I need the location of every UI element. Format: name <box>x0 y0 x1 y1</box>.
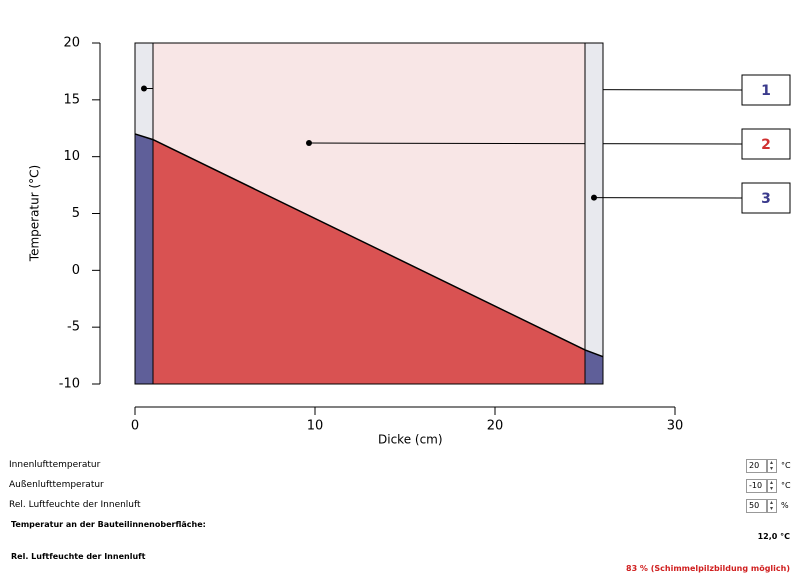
leader-line <box>308 142 743 145</box>
input-field[interactable]: 50 <box>746 499 768 513</box>
y-axis-label: Temperatur (°C) <box>28 165 42 262</box>
callout-box <box>741 128 791 160</box>
input-field[interactable]: 20 <box>746 459 768 473</box>
input-unit: °C <box>781 481 791 490</box>
input-label: Rel. Luftfeuchte der Innenluft <box>9 500 141 510</box>
layer-label: 2 <box>761 137 771 153</box>
plot-border <box>134 42 604 385</box>
spinner[interactable]: ▴ ▾ <box>766 499 777 513</box>
leader-dot <box>306 140 312 147</box>
layer <box>135 133 153 384</box>
y-tick-label: 0 <box>72 263 80 278</box>
y-tick-label: -10 <box>59 377 80 392</box>
chart: Dicke (cm) Temperatur (°C) -10-505101520… <box>28 36 791 447</box>
y-tick-label: -5 <box>67 320 80 335</box>
layer <box>585 349 603 384</box>
layer-air <box>153 43 585 350</box>
layer-label: 3 <box>761 191 771 207</box>
input-label: Außenlufttemperatur <box>9 480 104 490</box>
input-unit: °C <box>781 461 791 470</box>
y-tick-label: 15 <box>63 92 80 107</box>
layer <box>153 139 585 384</box>
input-field[interactable]: -10 <box>746 479 768 493</box>
x-tick-label: 0 <box>131 419 139 434</box>
callout-box <box>741 74 791 106</box>
result-label: Temperatur an der Bauteilinnenoberfläche… <box>11 520 206 529</box>
input-unit: % <box>781 501 789 510</box>
y-tick-label: 5 <box>72 206 80 221</box>
x-axis-label: Dicke (cm) <box>378 433 443 447</box>
spinner[interactable]: ▴ ▾ <box>766 459 777 473</box>
leader-dot <box>591 194 597 201</box>
layer-label: 1 <box>761 83 771 99</box>
x-tick-label: 10 <box>307 419 324 434</box>
y-tick-label: 20 <box>63 36 80 51</box>
x-tick-label: 30 <box>667 419 684 434</box>
temperature-line <box>134 133 604 358</box>
result-label: Rel. Luftfeuchte der Innenluft <box>11 552 146 561</box>
input-label: Innenlufttemperatur <box>9 460 101 470</box>
spinner[interactable]: ▴ ▾ <box>766 479 777 493</box>
result-value: 12,0 °C <box>757 532 790 541</box>
leader-dot <box>141 85 147 92</box>
y-tick-label: 10 <box>63 149 80 164</box>
callout-box <box>741 182 791 214</box>
result-value: 83 % (Schimmelpilzbildung möglich) <box>626 564 790 573</box>
x-tick-label: 20 <box>487 419 504 434</box>
